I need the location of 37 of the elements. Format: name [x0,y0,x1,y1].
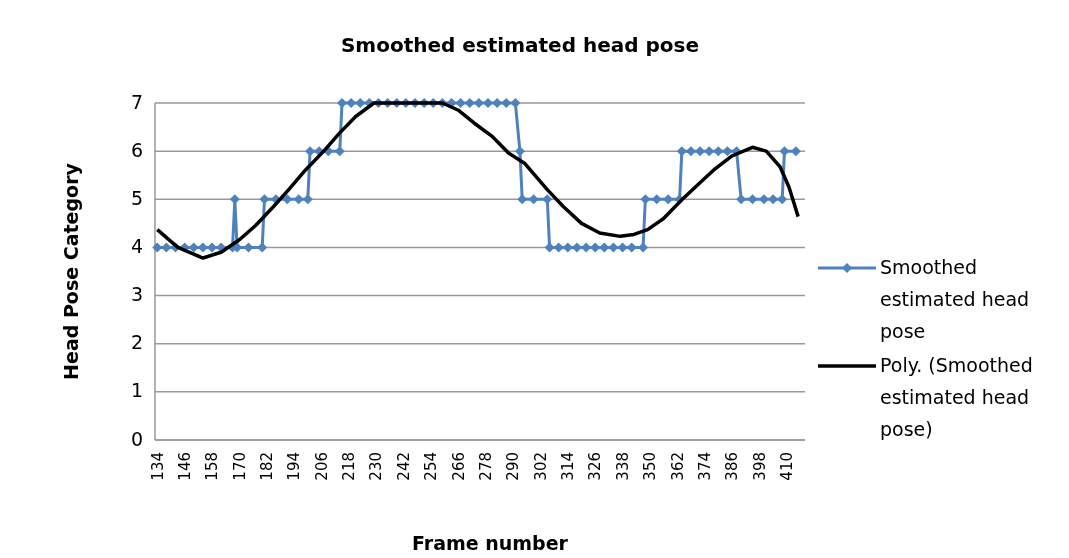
x-tick-label: 326 [586,452,605,481]
x-tick-label: 206 [312,452,331,481]
x-tick-label: 350 [641,452,660,481]
chart-title: Smoothed estimated head pose [340,33,700,57]
x-tick-label: 338 [613,452,632,481]
y-tick-label: 2 [130,331,143,354]
y-tick-label: 6 [130,138,143,161]
x-tick-label: 254 [422,452,441,481]
x-tick-label: 134 [148,452,167,481]
x-tick-label: 386 [723,452,742,481]
x-tick-label: 218 [340,452,359,481]
y-tick-label: 3 [130,283,143,306]
y-tick-label: 5 [130,186,143,209]
x-tick-label: 398 [750,452,769,481]
legend-label: Poly. (Smoothed estimated head pose) [880,353,1033,440]
x-tick-label: 230 [367,452,386,481]
x-tick-label: 242 [394,452,413,481]
x-axis-title: Frame number [412,532,569,554]
y-tick-label: 1 [130,379,143,402]
x-tick-label: 362 [668,452,687,481]
x-tick-label: 278 [476,452,495,481]
y-tick-label: 7 [130,90,143,113]
x-tick-label: 410 [778,452,796,481]
x-tick-label: 314 [559,452,578,481]
x-tick-label: 266 [449,452,468,481]
x-tick-label: 158 [203,452,222,481]
x-tick-label: 146 [175,452,194,481]
x-tick-label: 374 [695,452,714,481]
y-tick-label: 0 [130,427,143,450]
y-axis-title: Head Pose Category [60,162,82,380]
x-tick-label: 170 [230,452,249,481]
x-tick-label: 290 [504,452,523,481]
x-tick-label: 302 [531,452,550,481]
legend-label: Smoothed estimated head pose [880,255,1030,342]
y-tick-label: 4 [130,234,143,257]
x-tick-label: 182 [258,452,276,481]
x-tick-label: 194 [285,452,304,481]
